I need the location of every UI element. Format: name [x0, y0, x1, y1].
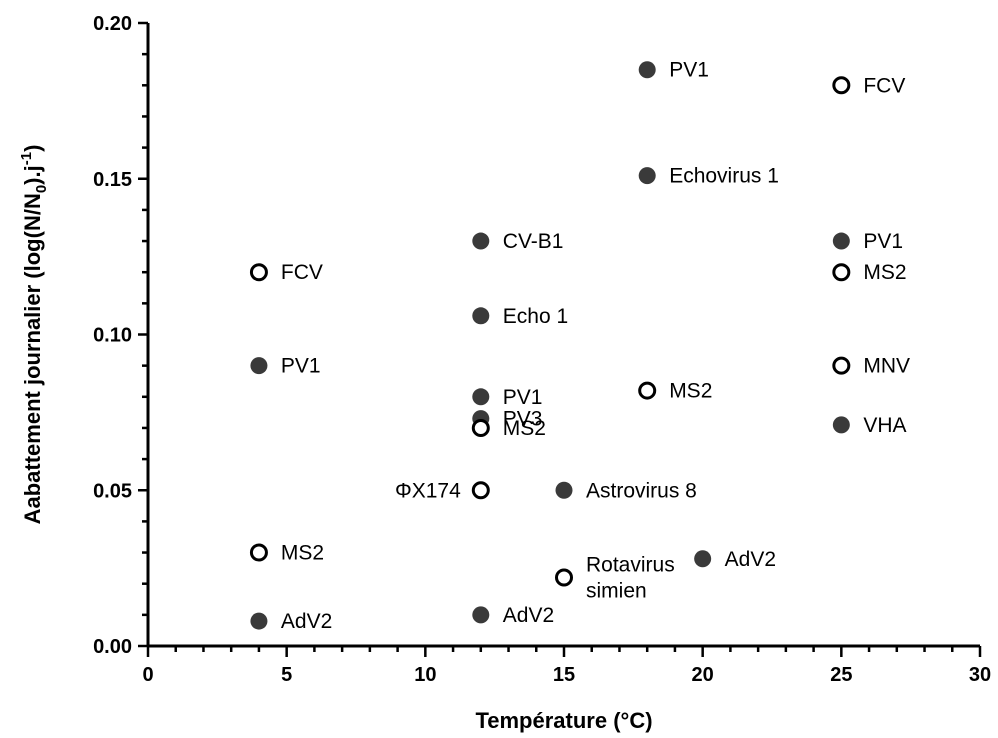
- data-point-open: [555, 568, 573, 587]
- data-point-label: MS2: [863, 261, 906, 284]
- data-point-label-line: MS2: [281, 542, 324, 565]
- y-axis-title-superscript: -1: [18, 152, 35, 165]
- y-axis-title-main: Aabattement journalier (log(N/N: [20, 193, 45, 524]
- x-axis-title: Température (°C): [475, 708, 652, 733]
- x-tick-label: 0: [142, 664, 153, 686]
- data-point-label-line: MS2: [503, 417, 546, 440]
- data-point-label: Echo 1: [503, 305, 568, 328]
- data-point-label: MS2: [281, 542, 324, 565]
- data-point-filled: [638, 167, 656, 185]
- data-point-label: AdV2: [503, 604, 554, 627]
- data-point-label: Rotavirus simien: [586, 553, 675, 602]
- data-point-label-line: MS2: [669, 380, 712, 403]
- data-point-label: PV1: [503, 386, 543, 409]
- data-point-label-line: PV3: [503, 408, 543, 431]
- y-tick-label: 0.20: [93, 13, 132, 35]
- data-point-open: [832, 356, 851, 375]
- y-tick-label: 0.00: [93, 636, 132, 658]
- data-point-label-line: PV1: [669, 59, 709, 82]
- data-point-label-line: MNV: [863, 355, 910, 378]
- data-point-filled: [472, 606, 490, 624]
- data-point-filled: [832, 416, 850, 434]
- data-point-filled: [694, 550, 712, 568]
- y-tick-label: 0.05: [93, 480, 132, 502]
- data-point-label-line: AdV2: [503, 604, 554, 627]
- data-point-open: [832, 263, 851, 282]
- data-point-label-line: MS2: [863, 261, 906, 284]
- data-point-filled: [472, 307, 490, 325]
- data-point-label: MS2: [503, 417, 546, 440]
- data-point-label: MNV: [863, 355, 910, 378]
- data-point-label: AdV2: [281, 610, 332, 633]
- data-point-label-line: CV-B1: [503, 230, 564, 253]
- data-point-label: VHA: [863, 414, 906, 437]
- x-tick-label: 10: [414, 664, 436, 686]
- data-point-filled: [472, 388, 490, 406]
- x-tick-label: 30: [969, 664, 991, 686]
- axes: 0.00 0.05 0.10 0.15 0.20 0 5 10 15 20 25 30: [93, 13, 991, 686]
- data-point-label-line: Rotavirus: [586, 553, 675, 576]
- x-tick-label: 15: [553, 664, 575, 686]
- data-point-label: PV3: [503, 408, 543, 431]
- data-point-label: PV1: [281, 355, 321, 378]
- x-tick-label: 5: [281, 664, 292, 686]
- data-point-label-line: FCV: [281, 261, 323, 284]
- data-point-open: [471, 418, 490, 437]
- data-point-label-line: PV1: [503, 386, 543, 409]
- data-point-filled: [472, 232, 490, 250]
- data-point-label-line: FCV: [863, 74, 905, 97]
- data-point-label: Echovirus 1: [669, 165, 779, 188]
- data-point-open: [471, 481, 490, 500]
- data-point-label: CV-B1: [503, 230, 564, 253]
- data-point-label-line: AdV2: [725, 548, 776, 571]
- data-point-filled: [555, 481, 573, 499]
- data-point-label-line: simien: [586, 579, 647, 602]
- data-point-label: PV1: [669, 59, 709, 82]
- y-axis-title-end: ): [20, 145, 45, 152]
- x-tick-label: 20: [692, 664, 714, 686]
- y-tick-label: 0.15: [93, 169, 132, 191]
- data-point-label: AdV2: [725, 548, 776, 571]
- data-point-label: ΦX174: [395, 479, 461, 502]
- data-point-filled: [832, 232, 850, 250]
- data-point-filled: [250, 357, 268, 375]
- y-axis-title-subscript: 0: [33, 185, 50, 193]
- data-point-label: FCV: [281, 261, 323, 284]
- data-point-open: [249, 543, 268, 562]
- data-points: PV1 FCV Echovirus 1 CV-B1 PV1 FCV MS2 Echo 1 PV1…: [249, 59, 910, 633]
- data-point-open: [249, 263, 268, 282]
- y-axis-title-middle: ).j: [20, 165, 45, 185]
- y-tick-label: 0.10: [93, 325, 132, 347]
- data-point-filled: [638, 61, 656, 79]
- data-point-label-line: PV1: [863, 230, 903, 253]
- data-point-open: [832, 76, 851, 95]
- data-point-label-line: PV1: [281, 355, 321, 378]
- data-point-label: MS2: [669, 380, 712, 403]
- data-point-label-line: Astrovirus 8: [586, 479, 697, 502]
- x-tick-label: 25: [830, 664, 852, 686]
- y-axis-title: Aabattement journalier (log(N/N0).j-1): [18, 145, 50, 525]
- data-point-label: Astrovirus 8: [586, 479, 697, 502]
- data-point-open: [638, 381, 657, 400]
- data-point-label-line: Echo 1: [503, 305, 568, 328]
- data-point-label-line: Echovirus 1: [669, 165, 779, 188]
- data-point-label-line: ΦX174: [395, 479, 461, 502]
- data-point-filled: [250, 612, 268, 630]
- data-point-label: FCV: [863, 74, 905, 97]
- data-point-label-line: AdV2: [281, 610, 332, 633]
- data-point-label-line: VHA: [863, 414, 906, 437]
- data-point-label: PV1: [863, 230, 903, 253]
